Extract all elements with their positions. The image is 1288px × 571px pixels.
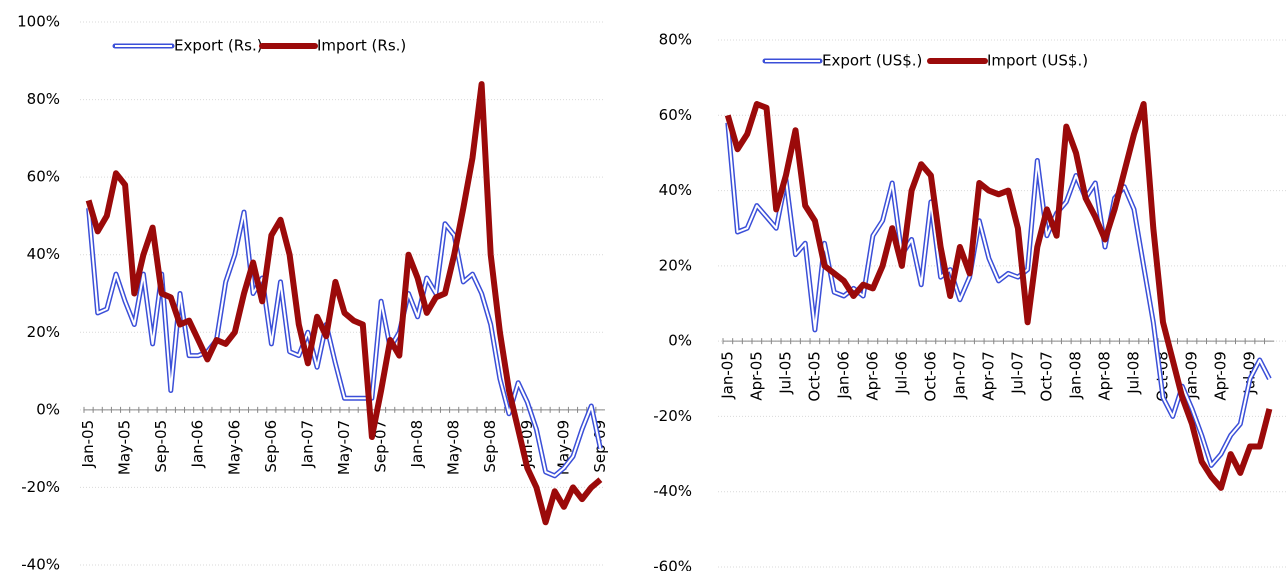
x-tick-label: Jan-08	[1066, 351, 1084, 400]
legend-label: Export (US$.)	[822, 52, 922, 70]
x-tick-label: May-08	[445, 420, 463, 475]
x-tick-label: Jul-05	[776, 351, 794, 395]
x-tick-label: Jan-06	[189, 420, 207, 469]
x-tick-label: May-07	[335, 420, 353, 475]
y-tick-label: 20%	[659, 256, 692, 274]
x-tick-label: May-06	[225, 420, 243, 475]
x-tick-label: Apr-06	[863, 351, 881, 401]
y-tick-label: 0%	[668, 332, 692, 350]
x-tick-label: Apr-08	[1095, 351, 1113, 401]
x-tick-label: Jul-08	[1124, 351, 1142, 395]
y-tick-label: -20%	[21, 478, 60, 496]
series-line-inner	[87, 208, 602, 477]
x-tick-label: Jan-09	[1182, 351, 1200, 400]
x-tick-label: Jan-06	[834, 351, 852, 400]
y-tick-label: -60%	[653, 558, 692, 571]
y-tick-label: 20%	[27, 323, 60, 341]
y-tick-label: 60%	[659, 106, 692, 124]
y-tick-label: -40%	[653, 482, 692, 500]
legend-label: Import (US$.)	[987, 52, 1088, 70]
y-tick-label: 0%	[36, 400, 60, 418]
x-tick-label: Apr-07	[979, 351, 997, 401]
x-tick-label: Oct-06	[921, 351, 939, 401]
x-tick-label: Jan-05	[718, 351, 736, 400]
series-line	[85, 81, 603, 526]
x-tick-label: Apr-05	[747, 351, 765, 401]
y-tick-label: 80%	[659, 31, 692, 49]
series-line	[724, 101, 1273, 491]
x-tick-label: Jul-06	[892, 351, 910, 395]
x-tick-label: Oct-05	[805, 351, 823, 401]
x-tick-label: Sep-06	[262, 420, 280, 473]
x-tick-label: Jan-07	[298, 420, 316, 469]
x-tick-label: Jul-09	[1241, 351, 1259, 395]
legend-label: Import (Rs.)	[317, 37, 406, 55]
y-tick-label: 100%	[17, 13, 60, 31]
y-tick-label: -40%	[21, 556, 60, 571]
y-tick-label: 80%	[27, 90, 60, 108]
x-tick-label: Jan-05	[79, 420, 97, 469]
x-tick-label: Sep-05	[152, 420, 170, 473]
y-tick-label: 40%	[659, 181, 692, 199]
x-tick-label: Oct-07	[1037, 351, 1055, 401]
y-tick-label: 40%	[27, 245, 60, 263]
x-tick-label: Sep-07	[372, 420, 390, 473]
x-tick-label: Apr-09	[1212, 351, 1230, 401]
x-tick-label: Jul-07	[1008, 351, 1026, 395]
x-tick-label: Jan-08	[408, 420, 426, 469]
x-tick-label: May-05	[116, 420, 134, 475]
y-tick-label: 60%	[27, 168, 60, 186]
x-tick-label: Jan-07	[950, 351, 968, 400]
y-tick-label: -20%	[653, 407, 692, 425]
x-tick-label: Sep-08	[481, 420, 499, 473]
legend-label: Export (Rs.)	[174, 37, 263, 55]
